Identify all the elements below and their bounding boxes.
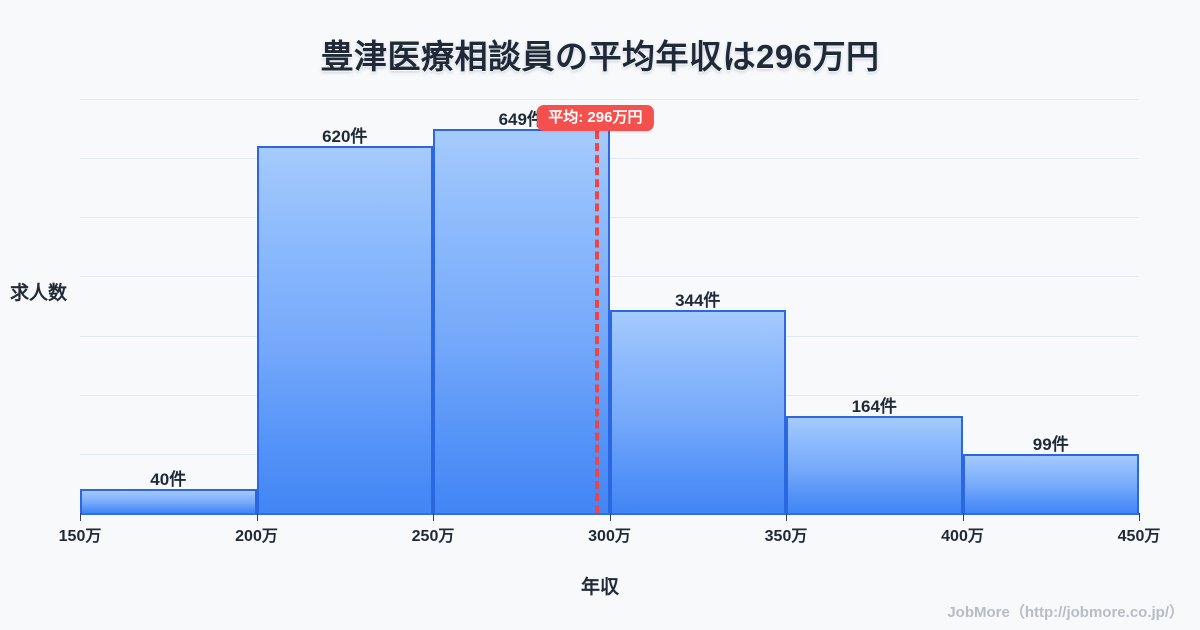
histogram-bar[interactable]: [433, 129, 610, 513]
gridline: [80, 276, 1139, 278]
gridline: [80, 217, 1139, 219]
x-axis-tick-label: 200万: [235, 528, 278, 545]
histogram-bar[interactable]: [962, 454, 1139, 513]
gridline: [80, 99, 1139, 100]
bar-value-label: 164件: [851, 397, 897, 416]
x-axis-tick: [962, 513, 964, 521]
bar-value-label: 649件: [498, 110, 544, 130]
x-axis-tick: [80, 513, 81, 521]
y-axis-title: 求人数: [10, 283, 68, 304]
x-axis-tick-label: 400万: [941, 528, 984, 545]
x-axis-tick: [256, 513, 258, 521]
bar-value-label: 344件: [675, 290, 721, 310]
x-axis-tick: [786, 513, 787, 521]
x-axis-tick: [433, 513, 434, 521]
histogram-bar[interactable]: [256, 146, 433, 513]
average-badge[interactable]: 平均: 296万円: [537, 105, 654, 131]
x-axis-tick-label: 150万: [58, 528, 102, 545]
footer-credit: JobMore（http://jobmore.co.jp/）: [947, 604, 1184, 621]
bar-value-label: 620件: [322, 127, 368, 147]
x-axis-tick-label: 450万: [1117, 528, 1161, 545]
x-axis-tick-label: 300万: [588, 528, 631, 545]
x-axis-title: 年収: [580, 577, 619, 598]
x-axis-tick-label: 250万: [411, 528, 455, 545]
bar-value-label: 99件: [1032, 435, 1069, 455]
chart-title: 豊津医療相談員の平均年収は296万円: [320, 38, 880, 75]
histogram-bar[interactable]: [786, 416, 963, 513]
histogram-bar[interactable]: [609, 309, 786, 513]
x-axis-tick-label: 350万: [764, 528, 808, 545]
average-dashed-line: [595, 131, 600, 513]
x-axis-tick: [1139, 513, 1140, 521]
histogram-bar[interactable]: [80, 489, 257, 513]
x-axis-tick: [609, 513, 611, 521]
bar-value-label: 40件: [150, 470, 187, 490]
gridline: [80, 158, 1139, 160]
